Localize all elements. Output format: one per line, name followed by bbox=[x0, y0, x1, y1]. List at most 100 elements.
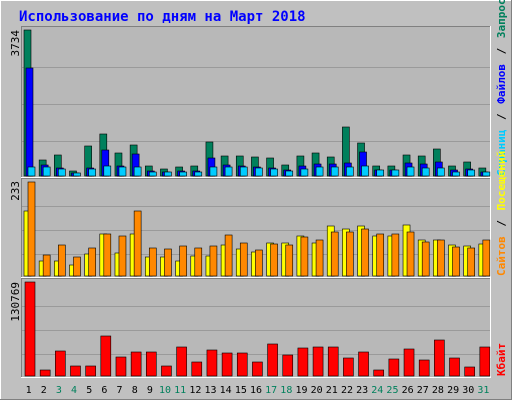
legend-sep-1: / bbox=[495, 113, 508, 120]
day-label-13: 13 bbox=[204, 385, 216, 396]
bar-kbytes-day-6 bbox=[100, 335, 112, 377]
bar-sites-day-18 bbox=[285, 244, 294, 277]
y-max-label-hits: 3734 bbox=[9, 30, 22, 57]
bar-kbytes-day-26 bbox=[403, 348, 415, 377]
bar-kbytes-day-31 bbox=[479, 346, 491, 377]
legend-hits: Запросов bbox=[495, 0, 508, 38]
bar-sites-day-21 bbox=[330, 231, 339, 277]
legend-sep-3: / bbox=[495, 220, 508, 227]
bar-sites-day-31 bbox=[482, 239, 491, 277]
bar-kbytes-day-3 bbox=[55, 350, 66, 377]
day-label-4: 4 bbox=[71, 385, 77, 396]
y-max-label-visits: 233 bbox=[9, 181, 22, 201]
bar-sites-day-7 bbox=[118, 235, 127, 277]
legend-sep-2: / bbox=[495, 47, 508, 54]
bar-sites-day-3 bbox=[58, 244, 66, 277]
bar-pages-day-10 bbox=[164, 171, 172, 177]
bar-pages-day-23 bbox=[361, 165, 369, 177]
bar-sites-day-4 bbox=[73, 256, 81, 277]
bar-pages-day-5 bbox=[88, 168, 96, 177]
bar-sites-day-14 bbox=[224, 234, 233, 277]
bar-kbytes-day-30 bbox=[464, 366, 475, 377]
day-label-3: 3 bbox=[56, 385, 62, 396]
day-label-28: 28 bbox=[432, 385, 444, 396]
day-label-14: 14 bbox=[220, 385, 232, 396]
bar-sites-day-22 bbox=[346, 231, 354, 277]
legend-visits-sites: Сайтов / Посещений bbox=[495, 151, 508, 276]
bar-pages-day-11 bbox=[179, 171, 187, 177]
chart-panels bbox=[21, 26, 491, 378]
bar-sites-day-17 bbox=[270, 243, 278, 277]
bar-pages-day-9 bbox=[148, 171, 157, 177]
bar-sites-day-15 bbox=[239, 242, 248, 277]
y-max-label-kbytes: 130769 bbox=[9, 282, 22, 322]
day-label-29: 29 bbox=[447, 385, 459, 396]
bar-sites-day-16 bbox=[255, 249, 263, 277]
day-label-22: 22 bbox=[341, 385, 353, 396]
chart-title: Использование по дням на Март 2018 bbox=[19, 9, 306, 25]
bar-pages-day-22 bbox=[346, 166, 354, 177]
bar-pages-day-18 bbox=[285, 170, 294, 177]
day-label-31: 31 bbox=[477, 385, 489, 396]
bar-pages-day-19 bbox=[300, 168, 309, 177]
bar-sites-day-24 bbox=[376, 233, 385, 277]
bar-kbytes-day-15 bbox=[236, 352, 248, 377]
bar-kbytes-day-17 bbox=[267, 343, 278, 377]
bar-kbytes-day-7 bbox=[115, 356, 127, 377]
legend-pages: Страниц bbox=[495, 129, 508, 176]
bar-pages-day-14 bbox=[224, 166, 233, 177]
bar-pages-day-28 bbox=[437, 167, 445, 177]
bar-kbytes-day-11 bbox=[176, 346, 187, 377]
day-label-12: 12 bbox=[189, 385, 201, 396]
bar-pages-day-7 bbox=[118, 166, 127, 177]
bar-sites-day-6 bbox=[103, 233, 112, 277]
bar-kbytes-day-22 bbox=[343, 357, 354, 377]
day-label-23: 23 bbox=[356, 385, 368, 396]
svg-text:Кбайт: Кбайт bbox=[495, 343, 508, 376]
bar-pages-day-24 bbox=[376, 169, 385, 177]
bar-pages-day-16 bbox=[255, 167, 263, 177]
bar-sites-day-25 bbox=[391, 233, 400, 277]
bar-sites-day-29 bbox=[452, 246, 460, 277]
bar-sites-day-12 bbox=[194, 247, 203, 277]
day-label-27: 27 bbox=[417, 385, 429, 396]
y-max-labels: 3734 233 130769 bbox=[9, 30, 22, 322]
bar-pages-day-30 bbox=[467, 169, 475, 177]
day-label-7: 7 bbox=[117, 385, 123, 396]
legend-kbytes-group: Кбайт bbox=[495, 343, 508, 376]
bar-sites-day-8 bbox=[133, 210, 142, 277]
bar-kbytes-day-27 bbox=[418, 359, 430, 377]
bar-sites-day-27 bbox=[421, 241, 430, 277]
bar-sites-day-5 bbox=[88, 247, 96, 277]
bar-pages-day-17 bbox=[270, 168, 278, 177]
day-label-8: 8 bbox=[132, 385, 138, 396]
bar-pages-day-6 bbox=[103, 165, 112, 177]
bar-pages-day-13 bbox=[209, 166, 218, 177]
bar-pages-day-26 bbox=[406, 166, 415, 177]
bar-sites-day-28 bbox=[437, 239, 445, 277]
day-label-18: 18 bbox=[280, 385, 292, 396]
day-label-11: 11 bbox=[174, 385, 186, 396]
day-label-24: 24 bbox=[371, 385, 383, 396]
bar-kbytes-day-24 bbox=[373, 369, 385, 377]
bar-kbytes-day-21 bbox=[327, 346, 339, 377]
bar-sites-day-2 bbox=[42, 254, 51, 277]
x-axis-day-labels: 1 2 3 4 5 6 7 8 9 10 11 12 13 14 15 16 17 18 19 20 21 22 23 24 2… bbox=[26, 385, 490, 396]
bar-kbytes-day-18 bbox=[282, 354, 294, 377]
bar-kbytes-day-8 bbox=[130, 351, 142, 377]
day-label-6: 6 bbox=[101, 385, 107, 396]
bar-pages-day-8 bbox=[133, 166, 142, 177]
bar-kbytes-day-20 bbox=[312, 346, 324, 377]
svg-text:Страниц / Файлов: Страниц / Файлов / Запросов bbox=[495, 0, 508, 176]
bar-pages-day-2 bbox=[42, 166, 51, 177]
bar-sites-day-13 bbox=[209, 245, 218, 277]
bar-kbytes-day-23 bbox=[358, 351, 369, 377]
day-label-16: 16 bbox=[250, 385, 262, 396]
bar-sites-day-20 bbox=[315, 239, 324, 277]
bar-kbytes-day-19 bbox=[297, 347, 309, 377]
bar-pages-day-25 bbox=[391, 169, 400, 177]
bar-files-day-1 bbox=[25, 67, 34, 177]
bar-kbytes-day-29 bbox=[449, 357, 460, 377]
bar-sites-day-1 bbox=[27, 181, 36, 277]
